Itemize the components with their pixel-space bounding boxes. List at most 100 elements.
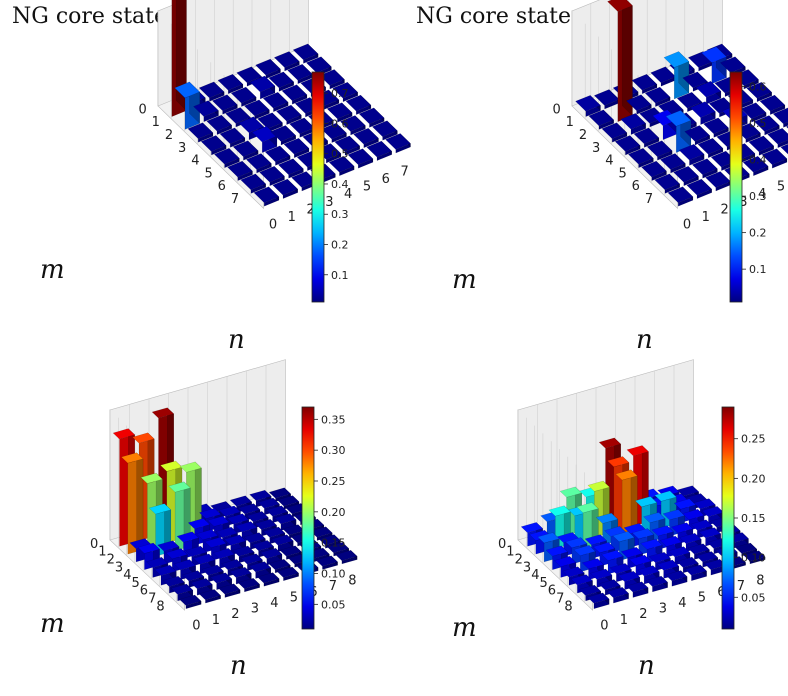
colorbar-tick-label: 0.4 bbox=[749, 154, 767, 167]
bar-m2-n1 bbox=[206, 114, 233, 135]
bar-m7-n6 bbox=[366, 140, 393, 161]
bar-m5-n0 bbox=[227, 160, 253, 181]
bar-m8-n8 bbox=[335, 549, 358, 565]
colorbar-tick-label: 0.25 bbox=[741, 433, 766, 446]
n-tick-label: 2 bbox=[720, 202, 728, 217]
colorbar-tick-label: 0.20 bbox=[321, 506, 346, 519]
colorbar-tick-label: 0.10 bbox=[741, 552, 766, 565]
bar-m6-n2 bbox=[691, 158, 718, 179]
bar-m6-n1 bbox=[259, 165, 285, 187]
n-tick-label: 8 bbox=[756, 574, 764, 589]
colorbar-tick-label: 0.15 bbox=[321, 537, 346, 550]
bar-m1-n3 bbox=[644, 86, 671, 107]
bar-m1-n8 bbox=[277, 495, 300, 510]
bar-m5-n3 bbox=[283, 137, 310, 159]
n-axis-label: n bbox=[228, 325, 245, 355]
m-tick-label: 4 bbox=[191, 154, 199, 169]
bar-m6-n1 bbox=[673, 165, 699, 187]
bar-m1-n3 bbox=[230, 86, 257, 107]
bar-m5-n1 bbox=[245, 153, 272, 174]
bar-m3-n7 bbox=[332, 81, 359, 103]
bar-m8-n2 bbox=[626, 581, 649, 598]
bar-m5-n2 bbox=[678, 143, 705, 166]
bar-m7-n0 bbox=[253, 186, 280, 207]
bar-m8-n0 bbox=[587, 592, 610, 609]
bar-m8-n3 bbox=[645, 575, 668, 593]
bar-m7-n1 bbox=[272, 178, 299, 199]
n-tick-label: 6 bbox=[717, 585, 725, 600]
bar-m7-n4 bbox=[328, 155, 355, 177]
bar-m1-n7 bbox=[305, 56, 332, 77]
m-tick-label: 0 bbox=[138, 102, 146, 117]
bar-m2-n5 bbox=[695, 80, 722, 105]
bar-m7-n5 bbox=[761, 148, 788, 169]
n-axis-label: n bbox=[230, 651, 247, 681]
bar-m4-n0 bbox=[213, 147, 240, 169]
colorbar bbox=[301, 406, 315, 630]
bar-m7-n1 bbox=[686, 178, 713, 199]
bar-m0-n3 bbox=[631, 73, 658, 95]
colorbar-tick-label: 0.35 bbox=[321, 413, 346, 426]
colorbar-tick-label: 0.3 bbox=[749, 190, 767, 203]
bar-m8-n2 bbox=[218, 583, 241, 598]
n-tick-label: 0 bbox=[683, 218, 691, 233]
m-tick-label: 6 bbox=[140, 584, 148, 599]
n-tick-label: 0 bbox=[600, 618, 608, 633]
n-tick-label: 4 bbox=[758, 187, 766, 202]
bar-m5-n6 bbox=[753, 115, 780, 136]
bar-m1-n1 bbox=[607, 0, 633, 123]
n-tick-label: 2 bbox=[306, 202, 314, 217]
colorbar-tick-label: 0.2 bbox=[749, 227, 767, 240]
m-tick-label: 7 bbox=[556, 592, 564, 607]
bar-m4-n4 bbox=[703, 117, 729, 138]
colorbar-tick-label: 0.20 bbox=[741, 472, 766, 485]
m-tick-label: 8 bbox=[564, 599, 572, 614]
m-tick-label: 1 bbox=[506, 545, 514, 560]
m-tick-label: 8 bbox=[156, 599, 164, 614]
bar-m6-n3 bbox=[629, 554, 652, 577]
n-tick-label: 5 bbox=[290, 590, 298, 605]
m-tick-label: 4 bbox=[531, 568, 539, 583]
m-tick-label: 6 bbox=[632, 179, 640, 194]
bar-m3-n1 bbox=[633, 127, 660, 148]
bar-m4-n3 bbox=[270, 125, 297, 146]
n-tick-label: 0 bbox=[192, 618, 200, 633]
bar-m5-n6 bbox=[339, 115, 366, 136]
bar-m1-n1 bbox=[193, 100, 219, 123]
bar-m1-n5 bbox=[268, 71, 295, 92]
n-tick-label: 7 bbox=[400, 164, 408, 179]
bar-m2-n1 bbox=[620, 112, 647, 135]
n-tick-label: 4 bbox=[270, 596, 278, 611]
colorbar-tick-label: 0.05 bbox=[741, 591, 766, 604]
bar-m4-n1 bbox=[646, 140, 673, 161]
bar-m4-n6 bbox=[740, 102, 767, 123]
m-tick-label: 0 bbox=[498, 537, 506, 552]
bar-m6-n0 bbox=[654, 173, 681, 194]
m-tick-label: 0 bbox=[552, 102, 560, 117]
bar-m3-n7 bbox=[746, 81, 773, 103]
m-tick-label: 1 bbox=[566, 115, 574, 130]
colorbar-tick-label: 0.1 bbox=[749, 263, 767, 276]
bar-m7-n0 bbox=[170, 583, 194, 602]
bar-m0-n4 bbox=[650, 66, 677, 87]
m-tick-label: 0 bbox=[90, 537, 98, 552]
bar-m0-n5 bbox=[255, 58, 281, 79]
m-tick-label: 6 bbox=[548, 584, 556, 599]
n-tick-label: 1 bbox=[288, 210, 296, 225]
colorbar-tick-label: 0.05 bbox=[321, 598, 346, 611]
n-tick-label: 5 bbox=[698, 590, 706, 605]
bar-m3-n0 bbox=[200, 135, 227, 156]
bar-m3-n4 bbox=[689, 101, 716, 125]
bar-m2-n0 bbox=[601, 122, 628, 143]
bar-m7-n7 bbox=[385, 133, 411, 154]
n-tick-label: 2 bbox=[231, 607, 239, 622]
colorbar-tick-label: 0.6 bbox=[331, 117, 349, 130]
colorbar-tick-label: 0.5 bbox=[331, 148, 349, 161]
bar-m6-n7 bbox=[371, 120, 398, 141]
bar-m1-n0 bbox=[588, 109, 615, 130]
bar-m4-n7 bbox=[759, 94, 786, 115]
n-tick-label: 2 bbox=[639, 607, 647, 622]
m-tick-label: 2 bbox=[165, 128, 173, 143]
